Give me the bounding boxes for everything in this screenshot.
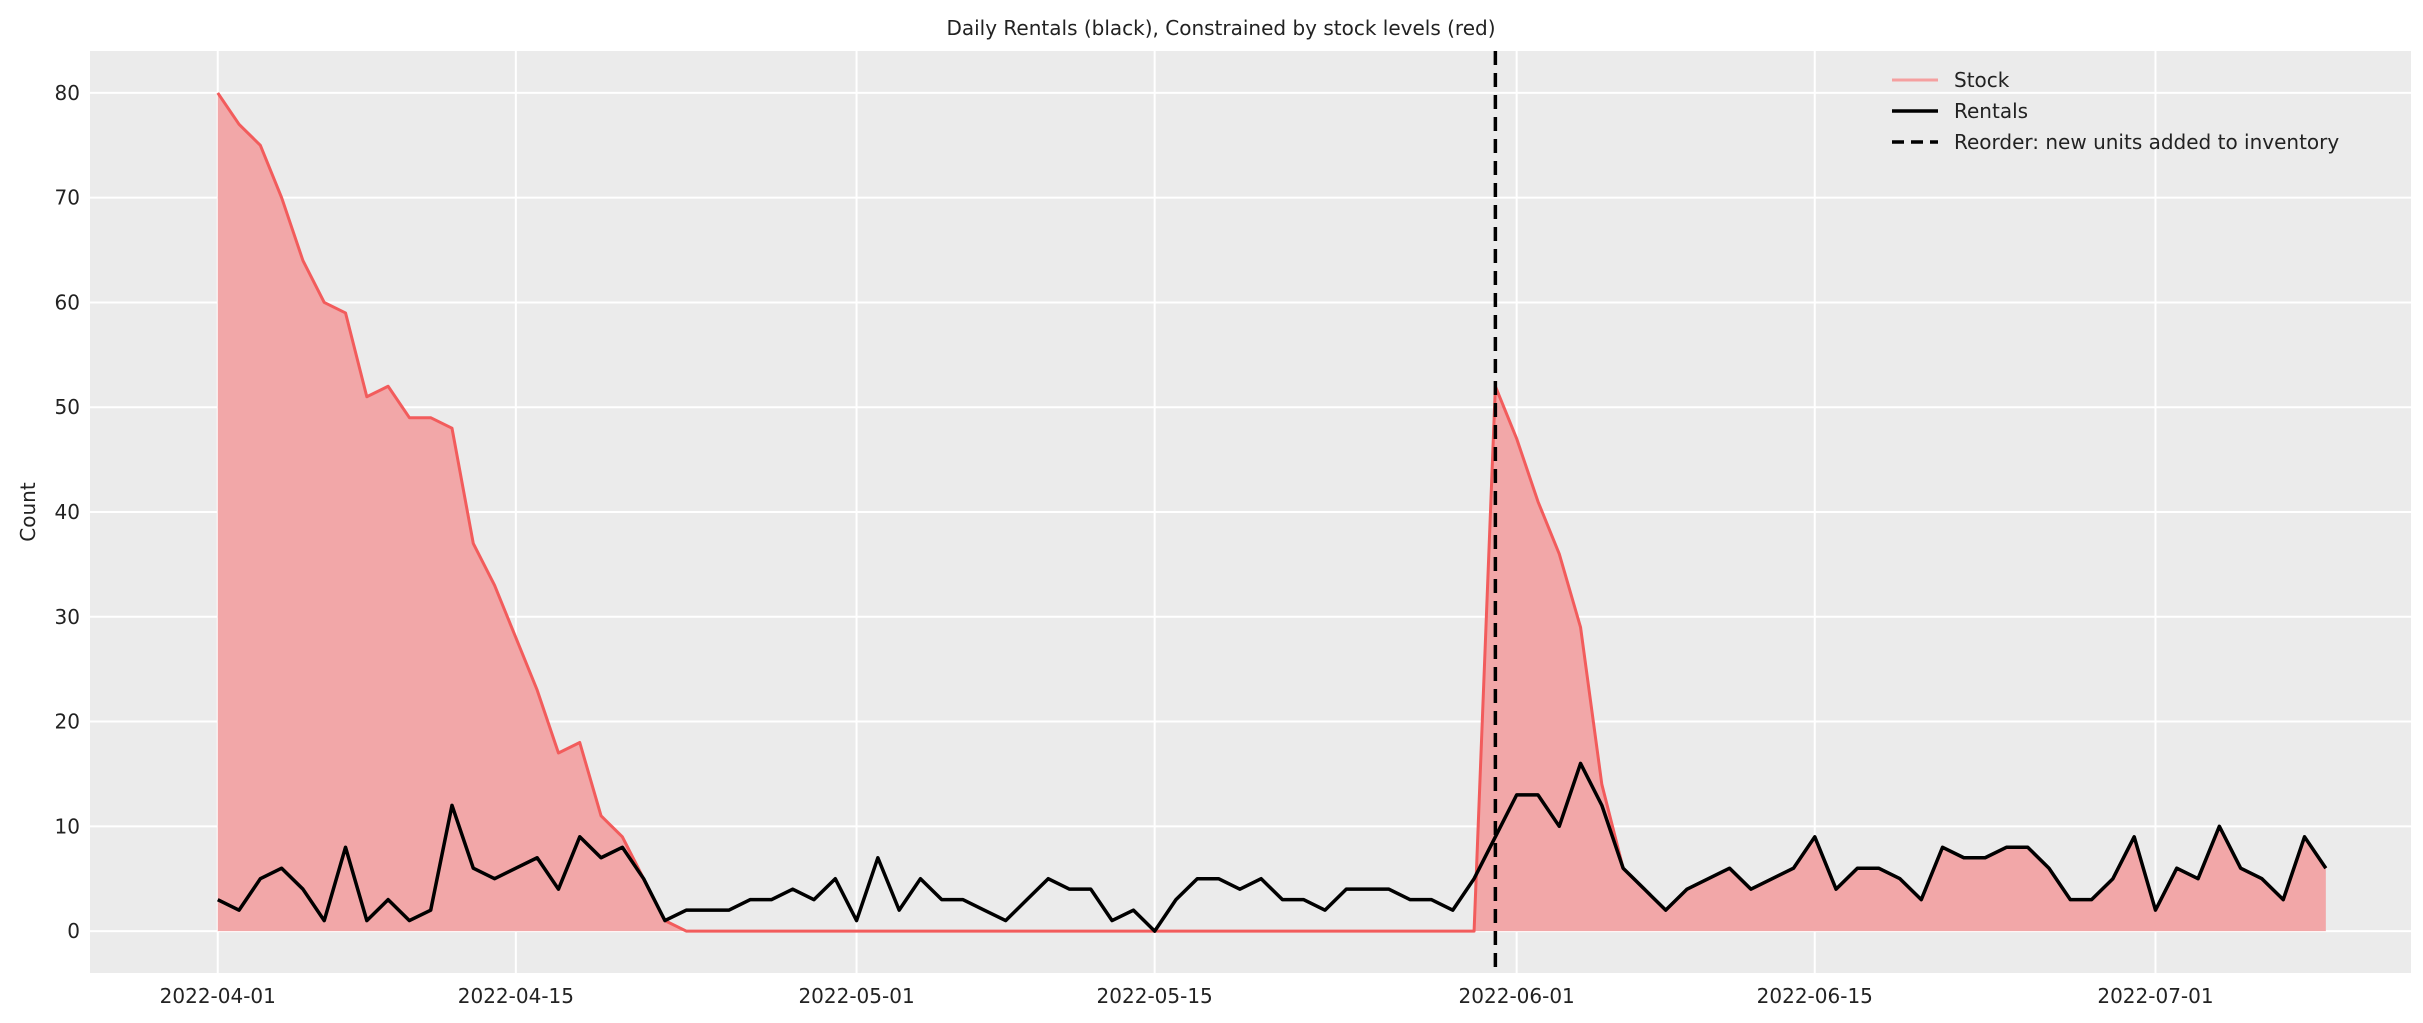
x-tick-label: 2022-05-15 — [1097, 984, 1213, 1008]
y-tick-label: 50 — [55, 395, 80, 419]
y-tick-label: 40 — [55, 500, 80, 524]
series-line-layer — [216, 51, 2328, 973]
rentals-line — [216, 761, 2328, 933]
x-tick-label: 2022-04-15 — [458, 984, 574, 1008]
x-tick-labels: 2022-04-01 2022-04-15 2022-05-01 2022-05-15… — [160, 984, 2214, 1008]
y-axis-label: Count — [16, 482, 40, 542]
legend-label-stock: Stock — [1954, 68, 2010, 92]
chart-title: Daily Rentals (black), Constrained by st… — [946, 16, 1495, 40]
y-tick-label: 80 — [55, 81, 80, 105]
stock-area-layer — [217, 92, 2326, 932]
y-tick-label: 20 — [55, 710, 80, 734]
x-tick-label: 2022-05-01 — [798, 984, 914, 1008]
x-tick-label: 2022-06-01 — [1459, 984, 1575, 1008]
stock-area-fill — [217, 92, 2326, 932]
y-tick-label: 70 — [55, 186, 80, 210]
y-tick-label: 10 — [55, 814, 80, 838]
x-tick-label: 2022-04-01 — [160, 984, 276, 1008]
y-tick-label: 60 — [55, 290, 80, 314]
y-tick-label: 0 — [67, 919, 80, 943]
legend: Stock Rentals Reorder: new units added t… — [1892, 68, 2339, 154]
legend-label-reorder: Reorder: new units added to inventory — [1954, 130, 2339, 154]
y-tick-labels: 0 10 20 30 40 50 60 70 80 — [55, 81, 80, 943]
x-tick-label: 2022-07-01 — [2097, 984, 2213, 1008]
y-tick-label: 30 — [55, 605, 80, 629]
x-tick-label: 2022-06-15 — [1757, 984, 1873, 1008]
legend-label-rentals: Rentals — [1954, 99, 2028, 123]
